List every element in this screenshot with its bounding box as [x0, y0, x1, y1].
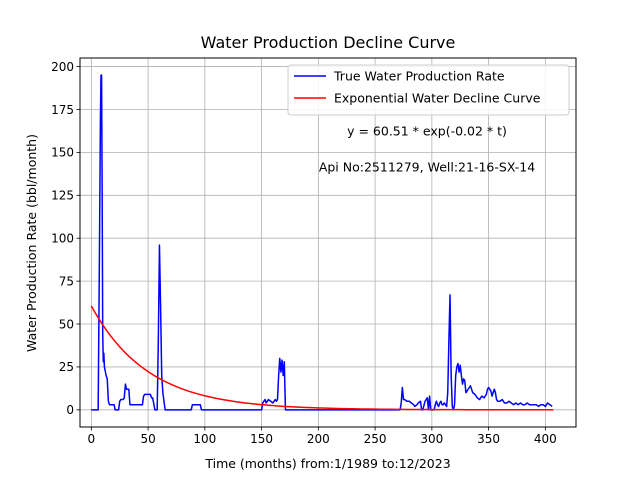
x-tick-label: 250 [364, 432, 387, 446]
y-tick-label: 25 [59, 360, 74, 374]
x-tick-label: 300 [420, 432, 443, 446]
x-tick-label: 350 [477, 432, 500, 446]
y-tick-label: 200 [51, 60, 74, 74]
y-tick-label: 125 [51, 189, 74, 203]
y-axis-label: Water Production Rate (bbl/month) [24, 134, 39, 352]
x-tick-label: 150 [250, 432, 273, 446]
legend-box [287, 64, 570, 116]
equation-annotation: y = 60.51 * exp(-0.02 * t) [347, 124, 507, 139]
decline-curve-line [90, 305, 554, 411]
chart-title: Water Production Decline Curve [201, 33, 456, 52]
x-tick-label: 100 [193, 432, 216, 446]
y-tick-label: 75 [59, 274, 74, 288]
y-tick-label: 150 [51, 146, 74, 160]
legend-label-true-rate: True Water Production Rate [333, 69, 505, 84]
x-tick-label: 200 [307, 432, 330, 446]
well-annotation: Api No:2511279, Well:21-16-SX-14 [319, 160, 535, 175]
y-tick-label: 0 [66, 403, 74, 417]
x-tick-label: 0 [88, 432, 96, 446]
legend-label-decline-curve: Exponential Water Decline Curve [334, 91, 541, 106]
legend: True Water Production Rate Exponential W… [287, 64, 570, 116]
y-tick-label: 50 [59, 317, 74, 331]
x-tick-label: 50 [140, 432, 155, 446]
y-tick-label: 100 [51, 232, 74, 246]
axis-ticks: 0 50 100 150 200 250 300 350 400 0 25 50 75 100 125 150… [51, 60, 557, 446]
x-tick-label: 400 [534, 432, 557, 446]
x-axis-label: Time (months) from:1/1989 to:12/2023 [204, 456, 450, 471]
plot-frame [79, 57, 577, 428]
plot-area [90, 74, 554, 411]
true-rate-line [91, 74, 553, 411]
y-tick-label: 175 [51, 103, 74, 117]
